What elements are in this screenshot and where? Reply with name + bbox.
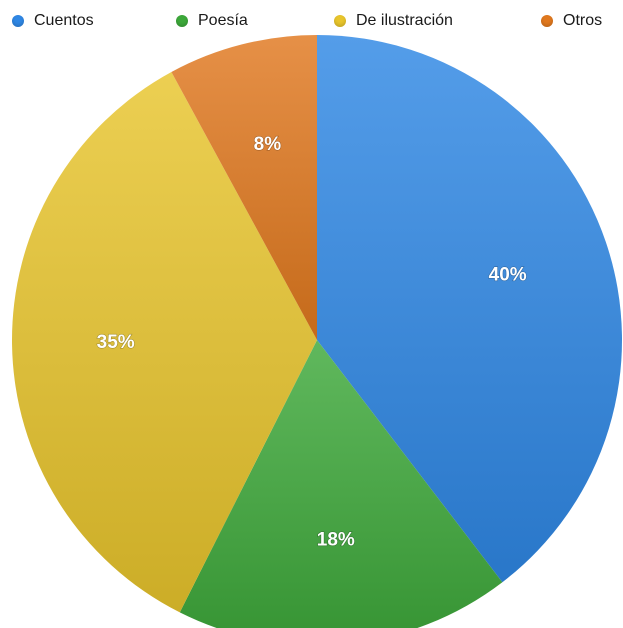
pie-slice-poes-a[interactable] bbox=[179, 340, 503, 628]
pie-slice-cuentos[interactable] bbox=[317, 35, 622, 583]
chart-legend: Cuentos Poesía De ilustración Otros bbox=[0, 6, 623, 36]
pie-slice-otros[interactable] bbox=[171, 35, 317, 340]
legend-label-poesia: Poesía bbox=[198, 12, 248, 29]
pie-slices bbox=[11, 35, 622, 628]
pie-label-otros: 8% bbox=[254, 134, 282, 155]
pie-label-de-ilustraci-n: 35% bbox=[97, 332, 135, 353]
legend-item-otros[interactable]: Otros bbox=[541, 10, 602, 32]
pie-label-poes-a: 18% bbox=[317, 529, 355, 550]
legend-swatch-cuentos bbox=[12, 15, 24, 27]
pie-slice-labels: 40% 18% 35% 8% bbox=[96, 133, 527, 551]
pie-slice-de-ilustraci-n[interactable] bbox=[11, 71, 318, 613]
legend-swatch-otros bbox=[541, 15, 553, 27]
pie-label-cuentos: 40% bbox=[489, 264, 527, 285]
legend-item-poesia[interactable]: Poesía bbox=[176, 10, 248, 32]
legend-label-otros: Otros bbox=[563, 12, 603, 29]
legend-swatch-de-ilustracion bbox=[334, 15, 346, 27]
legend-label-de-ilustracion: De ilustración bbox=[356, 12, 453, 29]
legend-label-cuentos: Cuentos bbox=[34, 12, 94, 29]
legend-swatch-poesia bbox=[176, 15, 188, 27]
legend-item-de-ilustracion[interactable]: De ilustración bbox=[334, 10, 453, 32]
legend-item-cuentos[interactable]: Cuentos bbox=[12, 10, 94, 32]
